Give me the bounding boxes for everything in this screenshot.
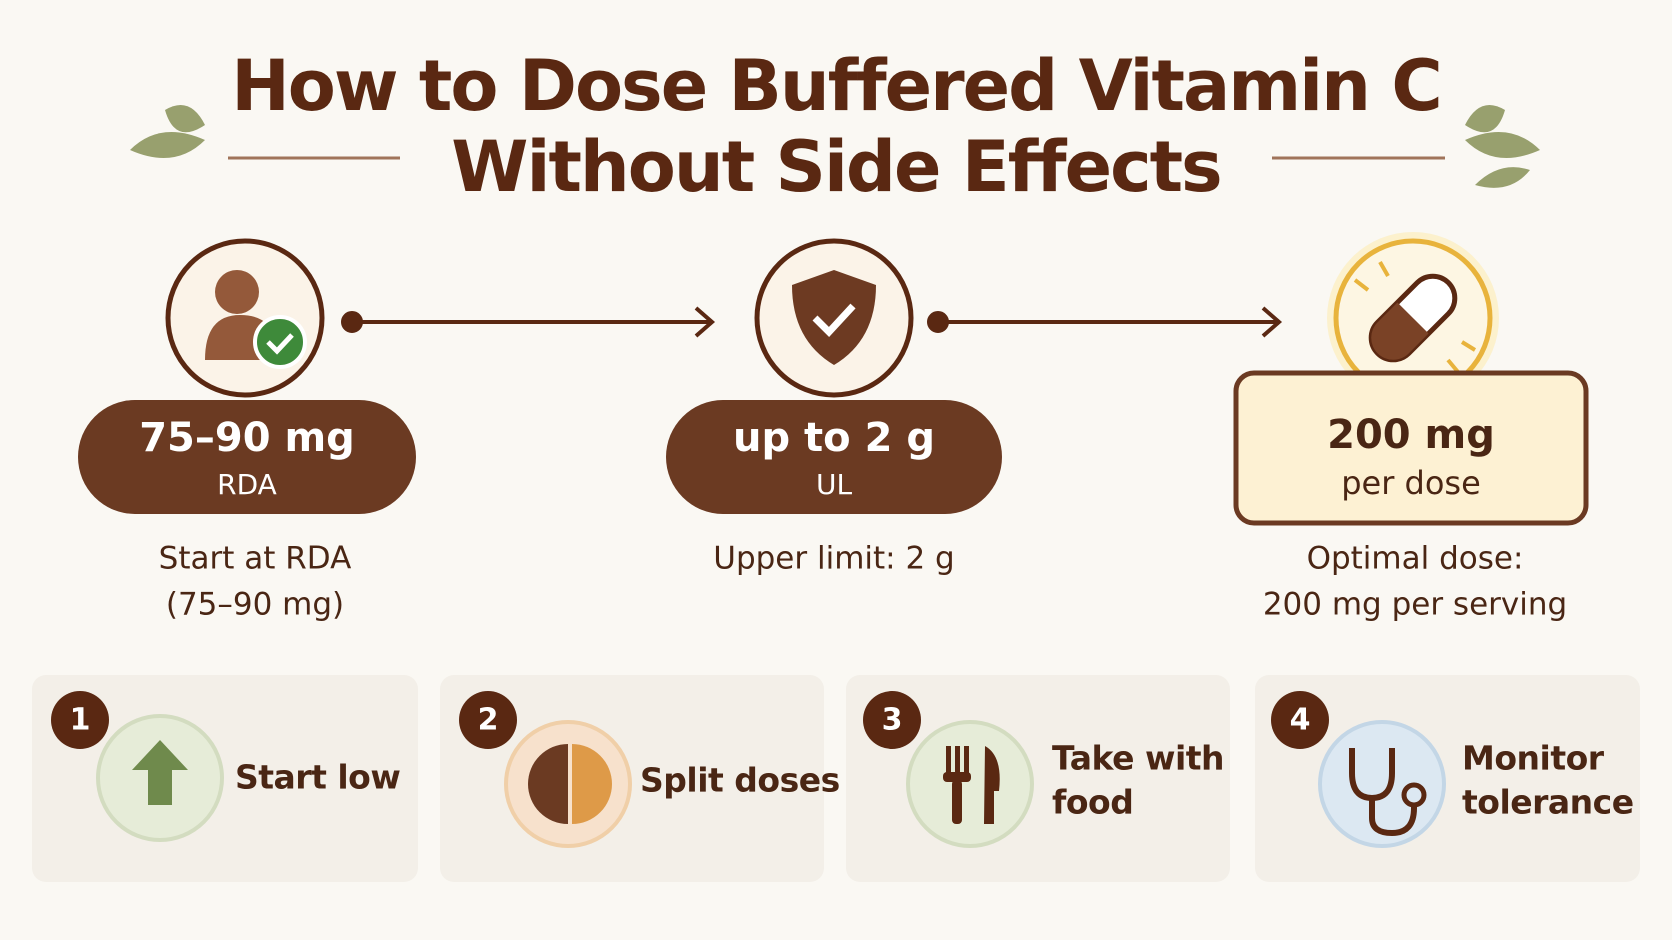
pill (666, 400, 1002, 514)
title: Without Side Effects (451, 126, 1220, 208)
connector (341, 306, 1283, 338)
amount: 200 mg (1327, 412, 1495, 458)
unit: UL (816, 468, 852, 501)
icon-shield (754, 238, 914, 398)
tip-label: Monitor (1462, 739, 1605, 778)
unit: per dose (1341, 464, 1481, 502)
tip-number: 2 (478, 703, 499, 738)
tip-number: 1 (70, 703, 91, 738)
tip-label: food (1052, 783, 1133, 822)
tip-number: 3 (882, 703, 903, 738)
caption: 200 mg per serving (1263, 587, 1567, 623)
icon-person (165, 238, 325, 398)
caption: Upper limit: 2 g (713, 541, 954, 577)
caption: Optimal dose: (1307, 541, 1524, 577)
tip-label: Take with (1052, 739, 1224, 778)
caption: (75–90 mg) (166, 587, 344, 623)
amount: 75–90 mg (139, 415, 355, 461)
tip-card (1255, 675, 1640, 882)
highlight-box (1233, 370, 1589, 526)
tip-label: Start low (235, 758, 400, 797)
icon-capsule (1327, 232, 1499, 404)
decoration (130, 105, 1540, 188)
pill (78, 400, 416, 514)
title: How to Dose Buffered Vitamin C (231, 45, 1441, 127)
tip-card (440, 675, 824, 882)
tip-label: tolerance (1462, 783, 1634, 822)
tip-number: 4 (1290, 703, 1311, 738)
unit: RDA (217, 468, 277, 501)
tip-card (846, 675, 1230, 882)
amount: up to 2 g (733, 415, 935, 461)
tip-card (32, 675, 418, 882)
tip-label: Split doses (640, 761, 840, 800)
caption: Start at RDA (159, 541, 352, 577)
